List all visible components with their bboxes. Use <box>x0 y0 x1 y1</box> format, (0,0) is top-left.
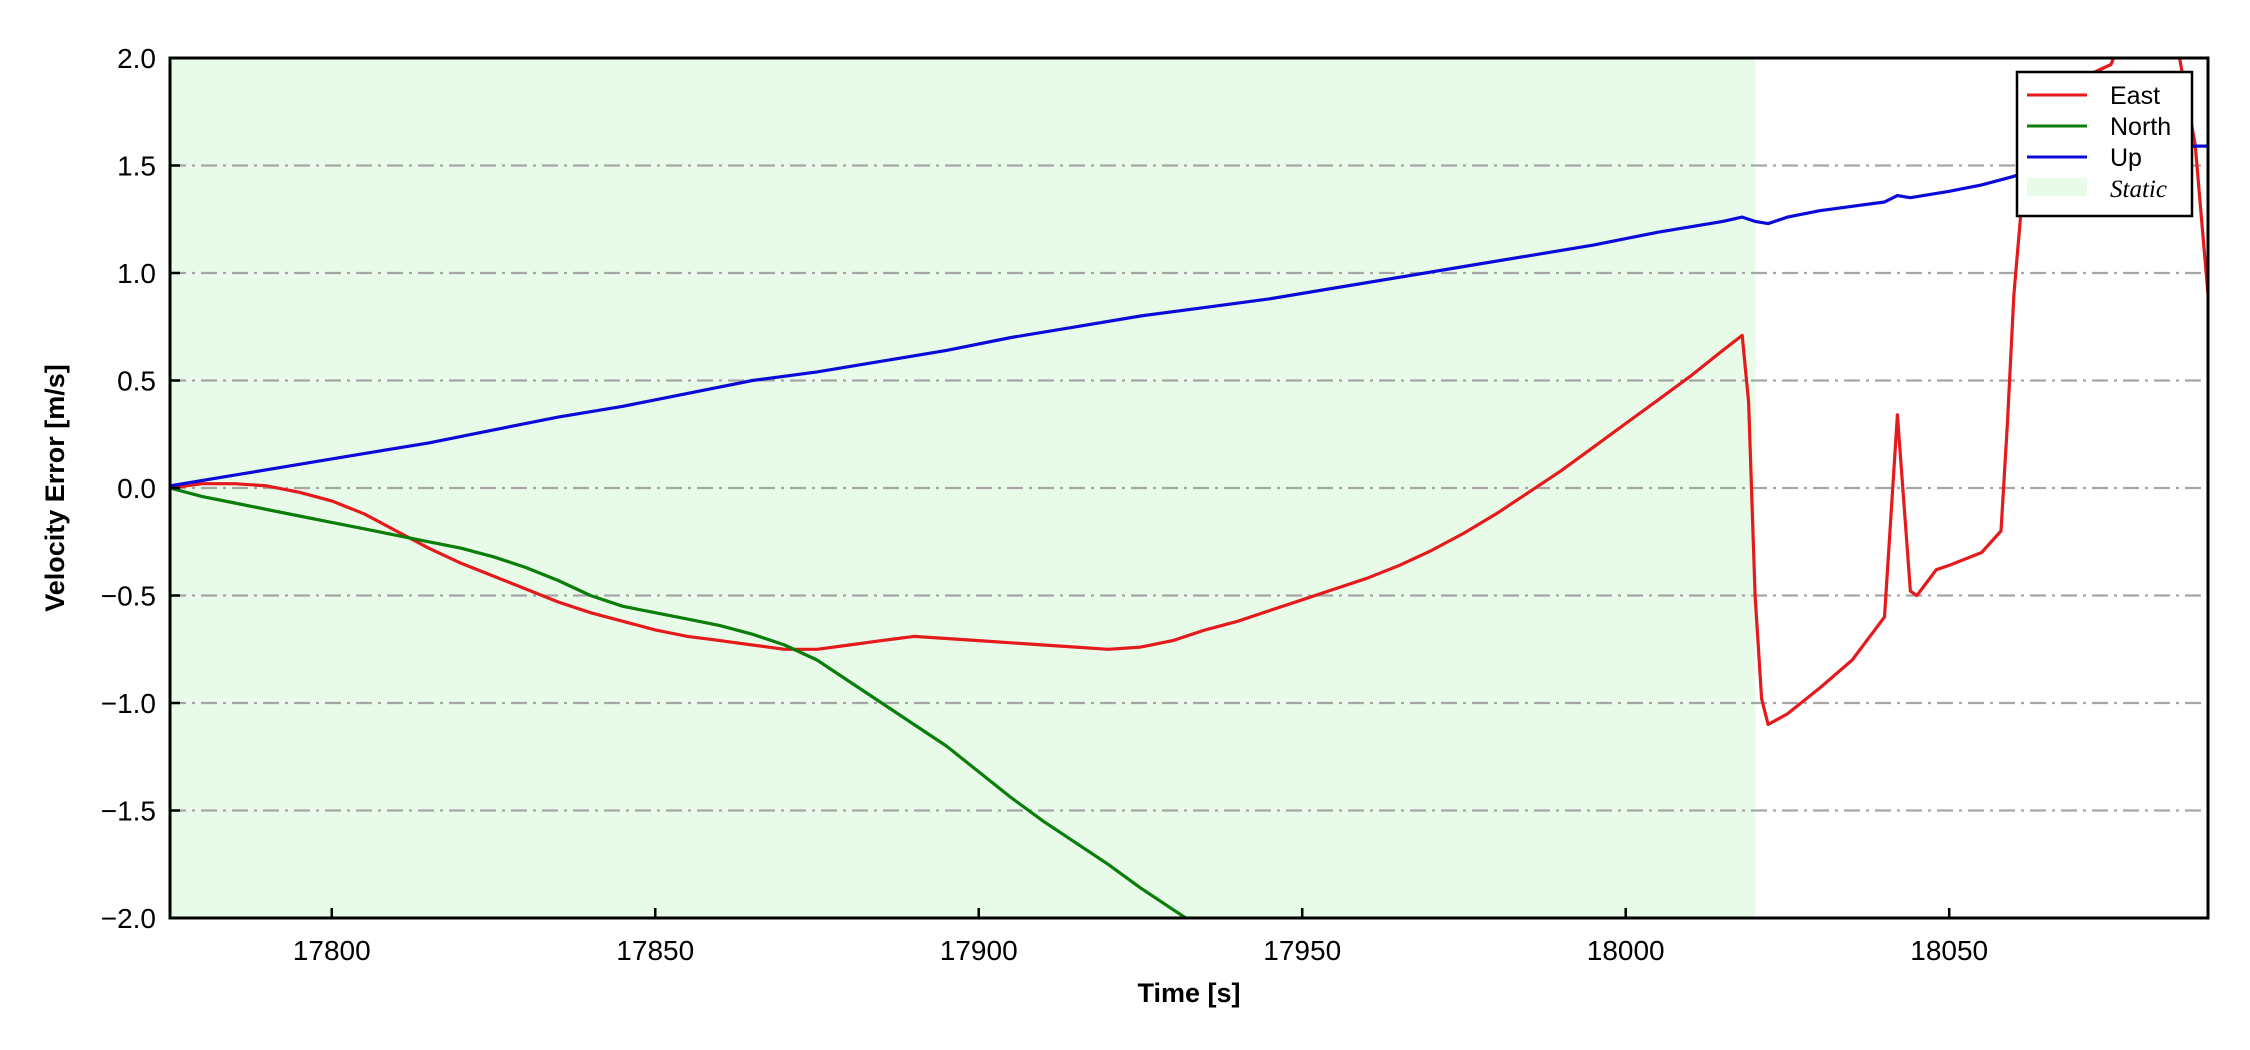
legend-label-east: East <box>2110 82 2160 110</box>
ticks-layer: 2.0 1.5 1.0 0.5 0.0 −0.5 −1.0 −1.5 −2.0 17800 1785… <box>101 43 1988 966</box>
y-axis-title: Velocity Error [m/s] <box>40 364 70 612</box>
static-region-band <box>170 58 1756 918</box>
y-tick-label: 1.5 <box>117 151 156 182</box>
series-layer <box>170 58 2208 918</box>
legend: East North Up Static <box>2015 70 2194 218</box>
x-axis-title: Time [s] <box>1137 978 1240 1008</box>
x-tick-label: 18000 <box>1587 935 1665 966</box>
y-tick-label: 0.5 <box>117 366 156 397</box>
static-region-layer <box>170 58 1756 918</box>
y-tick-label: −1.0 <box>101 688 156 719</box>
y-tick-label: −2.0 <box>101 903 156 934</box>
x-tick-label: 18050 <box>1910 935 1988 966</box>
y-tick-label: −1.5 <box>101 796 156 827</box>
grid-layer <box>170 164 2208 812</box>
y-tick-label: 0.0 <box>117 473 156 504</box>
legend-label-up: Up <box>2110 144 2142 172</box>
x-tick-label: 17800 <box>293 935 371 966</box>
legend-label-north: North <box>2110 113 2171 141</box>
y-tick-label: 2.0 <box>117 43 156 74</box>
series-line-east <box>170 58 2208 727</box>
legend-label-static: Static <box>2110 176 2167 203</box>
x-tick-label: 17900 <box>940 935 1018 966</box>
series-line-up <box>170 144 2208 488</box>
x-tick-label: 17950 <box>1263 935 1341 966</box>
y-tick-label: −0.5 <box>101 581 156 612</box>
legend-swatch-static <box>2027 178 2087 196</box>
y-tick-label: 1.0 <box>117 258 156 289</box>
x-tick-label: 17850 <box>616 935 694 966</box>
series-line-north <box>170 486 1187 918</box>
